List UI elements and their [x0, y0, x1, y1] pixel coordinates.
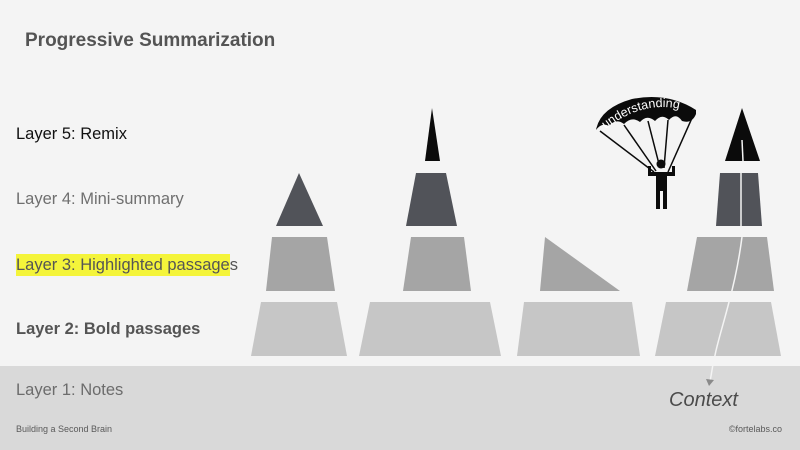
- layer-3-tail: s: [229, 256, 238, 274]
- footer-copyright: ©fortelabs.co: [728, 424, 782, 434]
- stack-2-layer-4: [406, 173, 457, 226]
- layer-4-label: Layer 4: Mini-summary: [16, 190, 184, 208]
- layer-2-label: Layer 2: Bold passages: [16, 320, 201, 338]
- parachute-figure: understanding: [596, 96, 696, 209]
- layer-2-bold-text: Bold passages: [83, 320, 201, 338]
- page-title: Progressive Summarization: [25, 30, 276, 51]
- stack-1-layer-4: [276, 173, 323, 226]
- stack-4-split-line: [741, 139, 744, 162]
- stack-2-layer-2: [359, 302, 501, 356]
- footer-brand: Building a Second Brain: [16, 424, 113, 434]
- context-arrow-path: [709, 236, 743, 383]
- stack-2: [359, 108, 501, 356]
- stack-4-layer-2: [655, 302, 781, 356]
- stack-4-layer-4: [716, 173, 762, 226]
- layer-3-highlight: Layer 3: Highlighted passage: [16, 254, 230, 276]
- parachutist-head: [656, 159, 666, 169]
- stack-1-layer-3: [266, 237, 335, 291]
- stack-2-layer-3: [403, 237, 471, 291]
- layer-1-label: Layer 1: Notes: [16, 381, 124, 399]
- stack-3-layer-2: [517, 302, 640, 356]
- layer-5-label: Layer 5: Remix: [16, 125, 127, 143]
- layer-3-label: Layer 3: Highlighted passages: [16, 254, 238, 276]
- stack-4-layer-3: [687, 237, 774, 291]
- stack-4-layer-5: [725, 108, 760, 161]
- stack-3-layer-3: [540, 237, 620, 291]
- context-arrow-head: [706, 379, 714, 386]
- parachutist-body: [656, 172, 667, 191]
- stack-4: [655, 108, 781, 386]
- stack-1-layer-2: [251, 302, 347, 356]
- parachute-canopy: [596, 97, 696, 130]
- stack-1: [251, 173, 347, 356]
- notes-ground-band: [0, 366, 800, 450]
- stack-3: [517, 237, 640, 356]
- stack-2-layer-5: [425, 108, 440, 161]
- context-label: Context: [669, 389, 738, 411]
